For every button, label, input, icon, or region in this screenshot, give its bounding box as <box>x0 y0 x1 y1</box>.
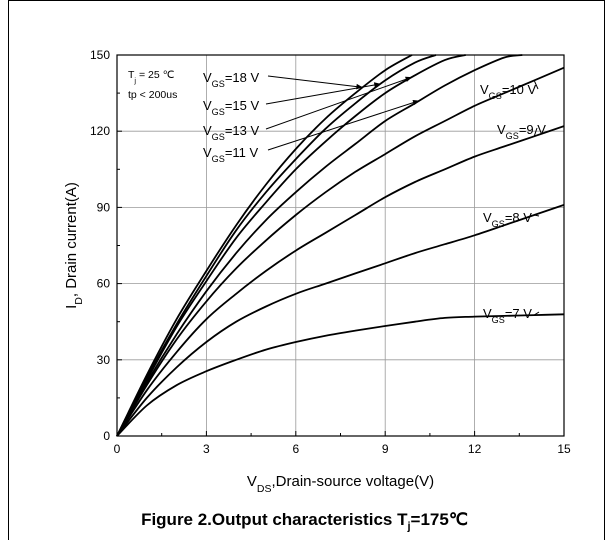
curve-vgs-8 <box>116 54 413 437</box>
curve-label-vgs-2: VGS=8 V <box>483 210 532 229</box>
y-tick-label: 0 <box>103 429 110 443</box>
y-tick-label: 150 <box>90 48 110 62</box>
leader-line <box>267 100 420 151</box>
x-tick-label: 9 <box>382 442 389 456</box>
figure-frame <box>8 0 605 540</box>
curve-vgs-7 <box>116 54 437 437</box>
condition-note-tj: Tj = 25 ℃ <box>128 69 175 85</box>
arrow-head <box>373 82 381 88</box>
y-tick-label: 30 <box>97 353 111 367</box>
figure-caption: Figure 2.Output characteristics Tj=175℃ <box>141 510 468 533</box>
curve-label-vgs-3: VGS=9 V <box>497 122 546 141</box>
y-tick-label: 120 <box>90 124 110 138</box>
curve-label-vgs-4: VGS=10 V <box>480 82 536 101</box>
y-tick-label: 60 <box>97 277 111 291</box>
curve-vgs-2 <box>116 204 565 437</box>
leader-line <box>534 214 540 217</box>
y-tick-label: 90 <box>97 200 111 214</box>
condition-note-tp: tp < 200us <box>128 89 177 101</box>
x-tick-label: 3 <box>203 442 210 456</box>
curve-vgs-3 <box>116 125 565 437</box>
curve-vgs-4 <box>116 66 565 437</box>
leader-line <box>533 80 539 90</box>
y-axis-label: ID, Drain current(A) <box>63 182 85 309</box>
x-tick-label: 15 <box>557 442 571 456</box>
x-tick-label: 0 <box>114 442 121 456</box>
x-tick-label: 6 <box>292 442 299 456</box>
curve-label-vgs-7: VGS=15 V <box>203 98 259 117</box>
leader-line <box>533 311 540 316</box>
curve-vgs-1 <box>116 313 565 437</box>
curve-label-vgs-8: VGS=18 V <box>203 70 259 89</box>
leader-line <box>533 127 538 137</box>
x-tick-label: 12 <box>468 442 482 456</box>
curve-label-vgs-5: VGS=11 V <box>203 145 259 164</box>
x-axis-label: VDS,Drain-source voltage(V) <box>247 473 434 495</box>
arrow-head <box>405 76 413 82</box>
plot-area-border <box>116 54 565 437</box>
curve-label-vgs-1: VGS=7 V <box>483 306 532 325</box>
curve-label-vgs-6: VGS=13 V <box>203 123 259 142</box>
arrow-head <box>412 100 420 106</box>
curve-vgs-5 <box>116 54 523 437</box>
leader-line <box>265 76 413 130</box>
leader-line <box>267 75 363 88</box>
arrow-head <box>356 83 363 90</box>
curve-vgs-6 <box>116 54 466 437</box>
